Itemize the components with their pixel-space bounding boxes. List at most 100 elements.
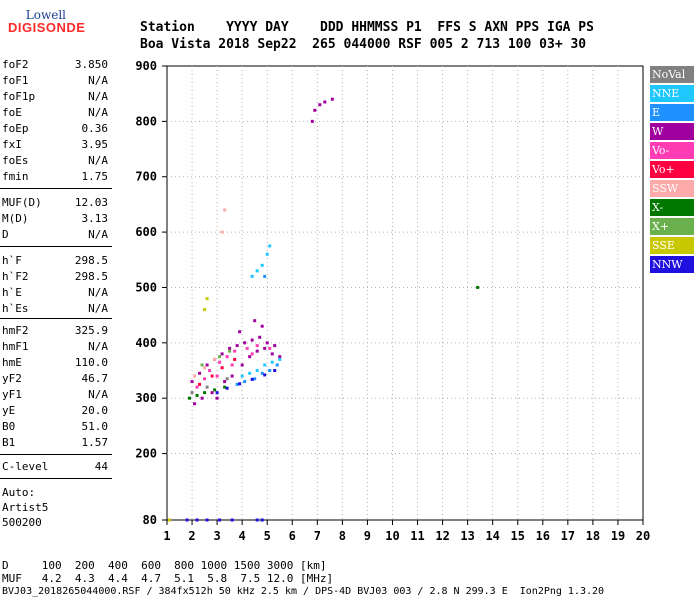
- param-key: hmF2: [2, 324, 29, 337]
- data-point-w: [240, 363, 244, 367]
- param-row: MUF(D) 12.03: [2, 196, 108, 210]
- param-value: 44: [94, 460, 108, 473]
- x-tick-label: 10: [385, 529, 399, 543]
- data-point-w: [190, 380, 194, 384]
- param-row: fmin 1.75: [2, 170, 108, 184]
- data-point-nnw: [263, 373, 267, 377]
- data-point-e: [253, 377, 257, 381]
- data-point-w: [223, 380, 227, 384]
- data-point-nne: [240, 374, 244, 378]
- data-point-nne: [278, 357, 282, 361]
- x-tick-label: 2: [188, 529, 195, 543]
- data-point-nnw: [215, 391, 219, 395]
- data-point-nnw: [195, 518, 199, 522]
- legend-item-nnw: NNW: [650, 256, 694, 273]
- y-tick-label: 800: [135, 114, 157, 128]
- data-point-nnw: [260, 518, 264, 522]
- param-value: 1.75: [81, 170, 109, 183]
- legend-item-x-: X-: [650, 199, 694, 216]
- param-value: N/A: [88, 74, 108, 87]
- data-point-e: [235, 382, 239, 386]
- header-row-2: Boa Vista 2018 Sep22 265 044000 RSF 005 …: [140, 37, 587, 52]
- data-point-vo-: [218, 360, 222, 364]
- data-point-w: [248, 355, 252, 359]
- param-key: C-level: [2, 460, 49, 473]
- param-row: hmF1 N/A: [2, 340, 108, 354]
- data-point-x-: [195, 393, 199, 397]
- legend-item-sse: SSE: [650, 237, 694, 254]
- data-point-w: [243, 341, 247, 345]
- ionogram-chart: 1 2 3 4 5 6 7 8 9 10 11 12 13 14 15 16 17 18 19 20802003004…: [135, 59, 650, 543]
- param-value: N/A: [88, 154, 108, 167]
- data-point-x-: [228, 349, 232, 353]
- x-tick-label: 7: [314, 529, 321, 543]
- data-point-x-: [476, 285, 480, 289]
- data-point-nne: [255, 369, 259, 373]
- legend-item-vo-: Vo+: [650, 161, 694, 178]
- param-row: yF2 46.7: [2, 372, 108, 386]
- param-key: fmin: [2, 170, 29, 183]
- footer-muf-row: MUF 4.2 4.3 4.4 4.7 5.1 5.8 7.5 12.0 [MH…: [2, 572, 334, 585]
- data-point-w: [250, 338, 254, 342]
- param-value: 3.95: [81, 138, 109, 151]
- data-point-nnw: [205, 518, 209, 522]
- param-key: fxI: [2, 138, 22, 151]
- legend-item-vo-: Vo-: [650, 142, 694, 159]
- x-tick-label: 3: [213, 529, 220, 543]
- data-point-vo-: [210, 374, 214, 378]
- x-tick-label: 14: [485, 529, 499, 543]
- x-tick-label: 12: [435, 529, 449, 543]
- param-key: yF2: [2, 372, 22, 385]
- data-point-ssw: [203, 366, 207, 370]
- param-value: N/A: [88, 340, 108, 353]
- param-key: foEp: [2, 122, 29, 135]
- data-point-nnw: [273, 369, 277, 373]
- data-point-nnw: [218, 518, 222, 522]
- data-point-vo-: [215, 374, 219, 378]
- data-point-nnw: [185, 518, 189, 522]
- data-point-sse: [203, 308, 207, 312]
- x-tick-label: 19: [611, 529, 625, 543]
- y-tick-label: 500: [135, 280, 157, 294]
- data-point-nne: [248, 371, 252, 375]
- x-tick-label: 11: [410, 529, 424, 543]
- data-point-e: [268, 369, 272, 373]
- data-point-nne: [263, 363, 267, 367]
- param-row: B0 51.0: [2, 420, 108, 434]
- data-point-w: [230, 374, 234, 378]
- data-point-noval: [225, 377, 229, 381]
- y-tick-label: 600: [135, 225, 157, 239]
- plot-frame: [166, 65, 644, 521]
- param-separator: [0, 454, 112, 455]
- param-row: foF1 N/A: [2, 74, 108, 88]
- param-value: 51.0: [81, 420, 109, 433]
- data-point-vo-: [195, 385, 199, 389]
- param-value: 3.13: [81, 212, 109, 225]
- x-tick-label: 8: [339, 529, 346, 543]
- param-row: h`E N/A: [2, 286, 108, 300]
- legend-item-e: E: [650, 104, 694, 121]
- param-row: C-level 44: [2, 460, 108, 474]
- data-point-nnw: [238, 382, 242, 386]
- data-point-w: [323, 100, 327, 104]
- param-key: h`F2: [2, 270, 29, 283]
- x-tick-label: 13: [460, 529, 474, 543]
- data-point-w: [198, 371, 202, 375]
- y-tick-label: 80: [143, 513, 157, 527]
- legend-item-nne: NNE: [650, 85, 694, 102]
- param-value: 3.850: [74, 58, 108, 71]
- data-point-w: [310, 119, 314, 123]
- data-point-vo-: [225, 355, 229, 359]
- param-row: B1 1.57: [2, 436, 108, 450]
- param-row: foF1p N/A: [2, 90, 108, 104]
- param-key: foE: [2, 106, 22, 119]
- footer-file-info: BVJ03_2018265044000.RSF / 384fx512h 50 k…: [2, 586, 605, 597]
- param-value: N/A: [88, 286, 108, 299]
- data-point-nnw: [255, 518, 259, 522]
- param-key: h`E: [2, 286, 22, 299]
- param-row: hmE 110.0: [2, 356, 108, 370]
- param-key: foEs: [2, 154, 29, 167]
- data-point-vo-: [233, 357, 237, 361]
- param-value: N/A: [88, 302, 108, 315]
